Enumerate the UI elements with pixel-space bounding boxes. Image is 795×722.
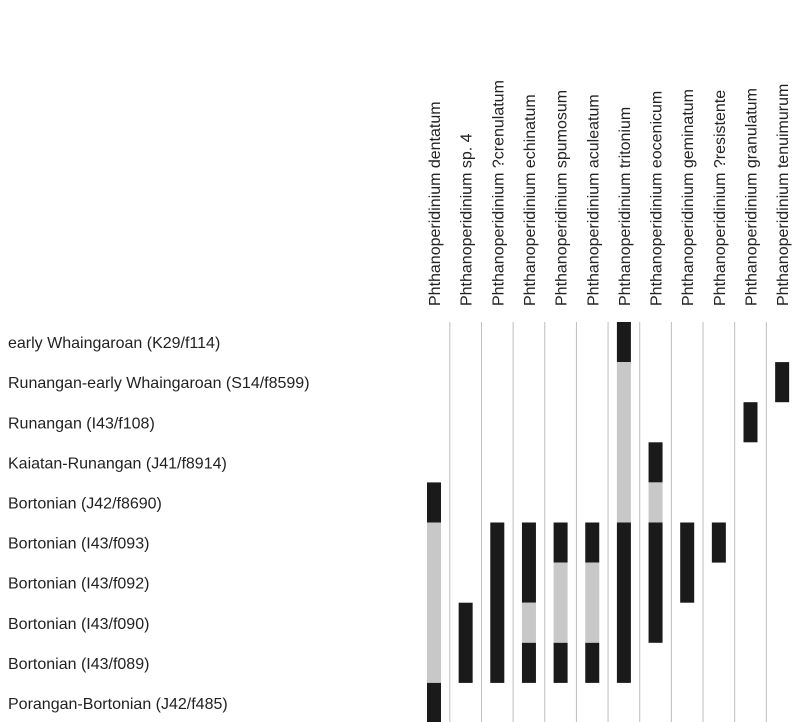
sample-labels: early Whaingaroan (K29/f114) Runangan-ear… bbox=[8, 335, 310, 713]
range-bar-present bbox=[585, 522, 600, 563]
taxon-label: Phthanoperidinium sp. 4 bbox=[459, 133, 476, 306]
range-bar-inferred bbox=[553, 562, 568, 643]
taxon-label: Phthanoperidinium echinatum bbox=[522, 94, 539, 306]
sample-label: Runangan (I43/f108) bbox=[8, 415, 155, 432]
range-bar-inferred bbox=[585, 562, 600, 643]
range-bar-present bbox=[553, 522, 568, 563]
range-bar-present bbox=[616, 322, 631, 363]
sample-label: Bortonian (I43/f090) bbox=[8, 616, 149, 633]
sample-label: Bortonian (J42/f8690) bbox=[8, 495, 162, 512]
range-bar-present bbox=[775, 362, 790, 403]
range-bar-present bbox=[711, 522, 726, 563]
gridlines bbox=[449, 322, 767, 722]
taxon-label: Phthanoperidinium ?crenulatum bbox=[490, 80, 507, 306]
range-bar-inferred bbox=[521, 602, 536, 643]
sample-label: Bortonian (I43/f089) bbox=[8, 656, 149, 673]
range-bar-inferred bbox=[616, 362, 631, 523]
taxon-label: Phthanoperidinium aculeatum bbox=[585, 94, 602, 306]
sample-label: Kaiatan-Runangan (J41/f8914) bbox=[8, 455, 227, 472]
sample-label: Porangan-Bortonian (J42/f485) bbox=[8, 696, 228, 713]
range-bar-present bbox=[521, 642, 536, 683]
sample-label: Bortonian (I43/f093) bbox=[8, 536, 149, 553]
range-bar-present bbox=[648, 442, 663, 483]
range-bar-present bbox=[680, 522, 695, 603]
sample-label: Runangan-early Whaingaroan (S14/f8599) bbox=[8, 375, 310, 392]
sample-label: early Whaingaroan (K29/f114) bbox=[8, 335, 220, 352]
taxon-labels: Phthanoperidinium dentatum Phthanoperidin… bbox=[427, 80, 792, 306]
sample-label: Bortonian (I43/f092) bbox=[8, 576, 149, 593]
range-bar-present bbox=[616, 522, 631, 683]
taxon-label: Phthanoperidinium tritonium bbox=[617, 107, 634, 306]
range-bar-inferred bbox=[648, 482, 663, 523]
taxon-label: Phthanoperidinium ?resistente bbox=[712, 90, 729, 306]
range-bar-present bbox=[427, 482, 441, 523]
taxon-label: Phthanoperidinium tenuimurum bbox=[775, 84, 792, 306]
taxon-label: Phthanoperidinium geminatum bbox=[680, 89, 697, 306]
taxon-label: Phthanoperidinium eocenicum bbox=[649, 91, 666, 306]
range-bar-present bbox=[521, 522, 536, 603]
range-bars bbox=[427, 322, 790, 722]
taxon-label: Phthanoperidinium dentatum bbox=[427, 101, 444, 306]
range-bar-present bbox=[648, 522, 663, 643]
range-bar-present bbox=[458, 602, 473, 683]
range-bar-present bbox=[490, 522, 505, 683]
range-bar-present bbox=[743, 402, 758, 443]
range-bar-inferred bbox=[427, 522, 441, 683]
taxon-label: Phthanoperidinium spumosum bbox=[554, 90, 571, 306]
range-bar-present bbox=[585, 642, 600, 683]
range-bar-present bbox=[427, 682, 441, 722]
taxon-label: Phthanoperidinium granulatum bbox=[744, 88, 761, 306]
range-bar-present bbox=[553, 642, 568, 683]
